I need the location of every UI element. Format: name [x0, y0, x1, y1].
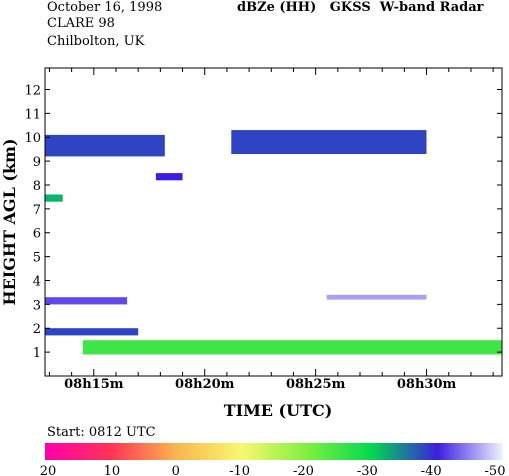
y-tick-label: 5 — [33, 251, 41, 266]
x-tick-label: 08h15m — [64, 377, 124, 392]
start-time-label: Start: 0812 UTC — [47, 425, 156, 440]
plot-frame — [44, 67, 503, 377]
y-tick-label: 6 — [33, 227, 41, 242]
y-axis-label: HEIGHT AGL (km) — [0, 138, 19, 305]
echo-layer — [45, 297, 128, 305]
colorbar-tick-label: 0 — [172, 464, 180, 476]
echo-layer — [326, 294, 427, 300]
y-tick-label: 1 — [33, 346, 41, 361]
x-tick-label: 08h25m — [286, 377, 346, 392]
colorbar-ticks: 20 10 0 -10 -20 -30 -40 -50 — [40, 464, 506, 476]
y-tick-label: 10 — [24, 131, 41, 146]
echo-layer — [45, 328, 139, 336]
y-tick-label: 12 — [24, 83, 41, 98]
echo-layer — [82, 340, 502, 355]
colorbar-tick-label: -20 — [293, 464, 314, 476]
chart-title: dBZe (HH) GKSS W-band Radar — [237, 0, 484, 15]
y-tick-label: 3 — [33, 298, 41, 313]
y-tick-label: 2 — [33, 322, 41, 337]
header-campaign: CLARE 98 — [47, 16, 115, 31]
y-tick-label: 9 — [33, 155, 41, 170]
echo-layer — [45, 134, 165, 157]
header-date: October 16, 1998 — [47, 0, 163, 15]
echo-layer — [231, 130, 427, 154]
header-location: Chilbolton, UK — [47, 34, 145, 49]
x-axis-label: TIME (UTC) — [224, 401, 333, 420]
x-tick-label: 08h30m — [397, 377, 457, 392]
y-tick-label: 4 — [33, 274, 41, 289]
colorbar-tick-label: -50 — [485, 464, 506, 476]
colorbar-tick-label: 20 — [40, 464, 57, 476]
echo-layer — [155, 173, 183, 181]
y-tick-label: 8 — [33, 179, 41, 194]
y-tick-label: 11 — [24, 107, 41, 122]
colorbar-tick-label: -10 — [229, 464, 250, 476]
echo-layer — [45, 194, 63, 202]
radar-echoes — [45, 130, 502, 355]
colorbar-tick-label: 10 — [104, 464, 121, 476]
x-axis: 08h15m 08h20m 08h25m 08h30m — [48, 68, 494, 392]
x-tick-label: 08h20m — [175, 377, 235, 392]
colorbar-tick-label: -30 — [357, 464, 378, 476]
colorbar-tick-label: -40 — [421, 464, 442, 476]
colorbar — [45, 443, 503, 460]
y-tick-label: 7 — [33, 203, 41, 218]
